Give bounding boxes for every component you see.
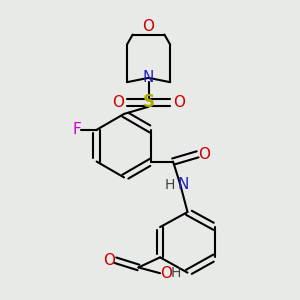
Text: O: O (103, 253, 115, 268)
Text: H: H (164, 178, 175, 192)
Text: N: N (143, 70, 154, 86)
Text: O: O (142, 19, 154, 34)
Text: F: F (73, 122, 81, 137)
Text: S: S (142, 93, 154, 111)
Text: O: O (160, 266, 172, 281)
Text: N: N (178, 177, 189, 192)
Text: O: O (112, 95, 124, 110)
Text: O: O (198, 147, 210, 162)
Text: H: H (171, 266, 181, 280)
Text: O: O (173, 95, 185, 110)
